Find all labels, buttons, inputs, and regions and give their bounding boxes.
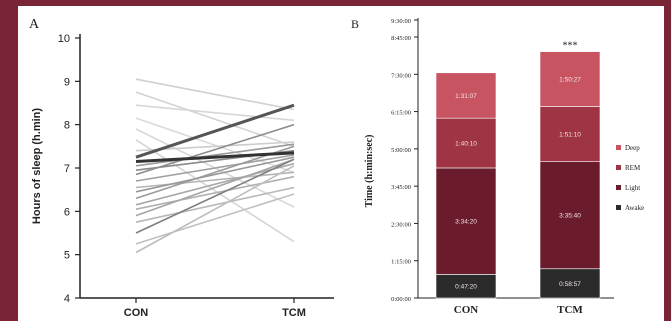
legend-swatch-awake	[616, 205, 621, 210]
y-tick-label-a: 4	[64, 293, 70, 305]
significance-marker: ***	[563, 41, 578, 52]
segment-value-label: 1:50:27	[559, 77, 581, 84]
subject-line	[135, 91, 295, 148]
segment-value-label: 0:47:20	[455, 284, 477, 291]
stack-segment-light	[435, 167, 497, 275]
subject-line	[135, 158, 295, 234]
legend-swatch-rem	[616, 165, 621, 170]
subject-line	[135, 123, 295, 176]
subject-line	[135, 162, 295, 206]
segment-value-label: 0:58:57	[559, 281, 581, 288]
legend-swatch-light	[616, 185, 621, 190]
panel-label-b: B	[351, 17, 359, 31]
stack-segment-rem	[435, 117, 497, 169]
subject-line	[135, 165, 295, 254]
legend-label-awake: Awake	[625, 204, 644, 212]
y-tick-label-a: 9	[64, 76, 70, 88]
subject-line	[135, 156, 295, 193]
segment-value-label: 1:31:07	[455, 93, 477, 100]
subject-line	[135, 171, 295, 189]
subject-line	[135, 103, 295, 159]
legend-swatch-deep	[616, 145, 621, 150]
subject-line	[135, 151, 295, 163]
legend-label-rem: REM	[625, 164, 641, 172]
chart-a: A Hours of sleep (h.min) 4 5 6 7 8 9 10 CON TCM	[29, 17, 334, 319]
y-tick-label-b: 8:45:00	[391, 35, 411, 42]
subject-line	[135, 186, 295, 223]
segment-value-label: 1:40:10	[455, 141, 477, 148]
segment-value-label: 1:51:10	[559, 132, 581, 139]
stack-segment-deep	[539, 51, 601, 107]
y-tick-label-b: 5:00:00	[391, 147, 411, 154]
y-tick-label-b: 0:00:00	[391, 296, 411, 303]
panel-label-a: A	[29, 17, 40, 32]
y-tick-label-b: 3:45:00	[391, 184, 411, 191]
x-tick-label-b: TCM	[557, 304, 583, 316]
chart-b: B Time (h:min:sec) 0:00:00 1:15:00 2:30:00…	[351, 17, 644, 316]
y-tick-label-b: 2:30:00	[391, 221, 411, 228]
subject-line	[135, 175, 295, 210]
y-tick-label-a: 8	[64, 120, 70, 132]
stack-segment-awake	[539, 268, 601, 299]
legend-label-light: Light	[625, 184, 640, 192]
subject-line	[135, 104, 295, 122]
y-tick-label-a: 10	[58, 33, 70, 45]
y-tick-label-b: 7:30:00	[391, 72, 411, 79]
x-tick-label-a: CON	[124, 307, 149, 319]
x-tick-label-b: CON	[454, 304, 479, 316]
stack-segment-light	[539, 161, 601, 270]
segment-value-label: 3:34:20	[455, 219, 477, 226]
y-tick-label-b: 9:30:00	[391, 18, 411, 25]
subject-line	[135, 78, 295, 111]
y-tick-label-b: 6:15:00	[391, 110, 411, 117]
figure-panel: A Hours of sleep (h.min) 4 5 6 7 8 9 10 CON TCM…	[18, 6, 664, 321]
y-tick-label-b: 1:15:00	[391, 259, 411, 266]
subject-line	[135, 143, 295, 167]
x-tick-label-a: TCM	[282, 307, 306, 319]
y-tick-label-a: 7	[64, 163, 70, 175]
subject-line	[135, 139, 295, 243]
segment-value-label: 3:35:40	[559, 213, 581, 220]
subject-line	[135, 158, 295, 217]
stack-segment-deep	[435, 72, 497, 119]
subject-line	[135, 154, 295, 182]
legend-label-deep: Deep	[625, 144, 640, 152]
y-axis-label-a: Hours of sleep (h.min)	[31, 108, 43, 224]
y-tick-label-a: 6	[64, 206, 70, 218]
y-axis-label-b: Time (h:min:sec)	[364, 135, 375, 208]
subject-line	[135, 193, 295, 245]
stack-segment-rem	[539, 106, 601, 162]
y-tick-label-a: 5	[64, 250, 70, 262]
